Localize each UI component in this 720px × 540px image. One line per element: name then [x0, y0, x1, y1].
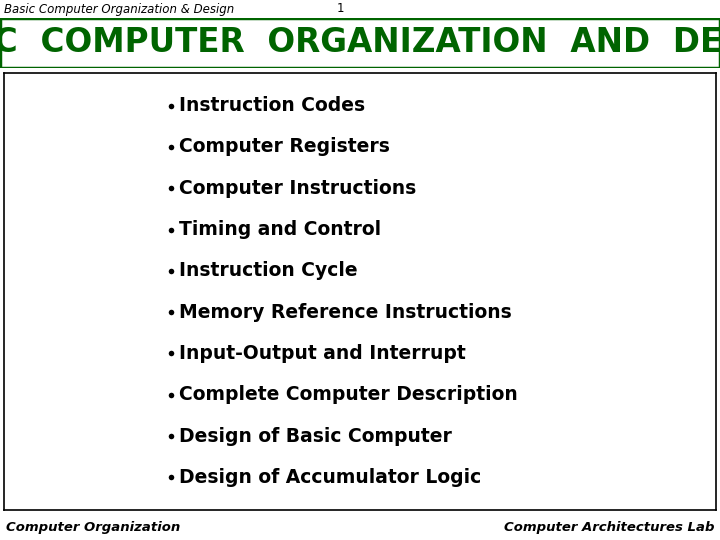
- Text: BASIC  COMPUTER  ORGANIZATION  AND  DESIGN: BASIC COMPUTER ORGANIZATION AND DESIGN: [0, 26, 720, 59]
- Text: Design of Basic Computer: Design of Basic Computer: [179, 427, 452, 446]
- Text: Computer Organization: Computer Organization: [6, 521, 180, 534]
- Text: Computer Architectures Lab: Computer Architectures Lab: [503, 521, 714, 534]
- Text: Input-Output and Interrupt: Input-Output and Interrupt: [179, 344, 466, 363]
- Text: Instruction Cycle: Instruction Cycle: [179, 261, 358, 280]
- Text: Instruction Codes: Instruction Codes: [179, 96, 365, 115]
- Text: Computer Instructions: Computer Instructions: [179, 179, 416, 198]
- Text: 1: 1: [336, 3, 343, 16]
- Text: Timing and Control: Timing and Control: [179, 220, 381, 239]
- Text: Computer Registers: Computer Registers: [179, 138, 390, 157]
- Text: Basic Computer Organization & Design: Basic Computer Organization & Design: [4, 3, 234, 16]
- Text: Complete Computer Description: Complete Computer Description: [179, 385, 518, 404]
- Text: Memory Reference Instructions: Memory Reference Instructions: [179, 302, 512, 322]
- Text: Design of Accumulator Logic: Design of Accumulator Logic: [179, 468, 481, 487]
